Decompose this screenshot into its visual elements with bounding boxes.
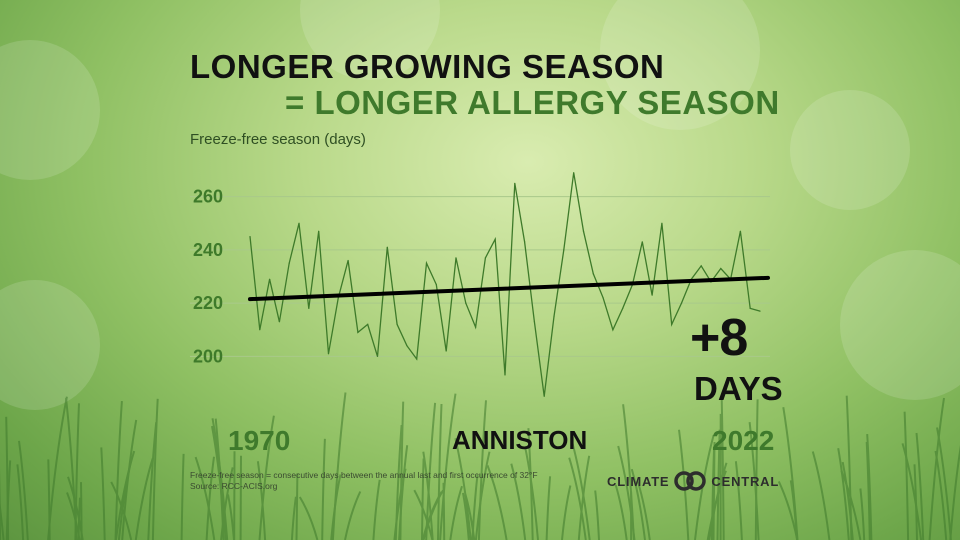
data-point <box>739 230 741 232</box>
change-unit: DAYS <box>694 370 783 407</box>
y-tick-label: 240 <box>193 240 223 260</box>
data-point <box>514 182 516 184</box>
data-point <box>288 262 290 264</box>
data-point <box>259 329 261 331</box>
data-point <box>592 273 594 275</box>
data-point <box>327 353 330 355</box>
data-point <box>504 374 506 376</box>
x-end-year: 2022 <box>712 425 775 456</box>
data-point <box>367 323 369 326</box>
data-point <box>318 230 320 232</box>
change-value: +8 <box>690 309 748 367</box>
data-point <box>671 323 673 326</box>
x-start-year: 1970 <box>228 425 291 456</box>
data-point <box>582 230 585 232</box>
freeze-free-season-line <box>249 172 761 397</box>
y-tick-label: 260 <box>193 187 223 207</box>
data-point <box>435 283 437 286</box>
data-point <box>533 321 536 323</box>
footnote-source: Source: RCC-ACIS.org <box>190 481 278 491</box>
data-point <box>425 262 428 264</box>
title-line-1: LONGER GROWING SEASON <box>190 48 665 85</box>
data-point <box>484 257 486 259</box>
brand-text-right: CENTRAL <box>711 473 780 489</box>
data-point <box>416 358 418 360</box>
data-point <box>563 249 565 251</box>
location-label: ANNISTON <box>452 425 588 455</box>
data-point <box>474 326 477 328</box>
data-point <box>357 331 359 334</box>
data-point <box>641 241 643 243</box>
footnote: Freeze-free season = consecutive days be… <box>190 470 538 492</box>
data-point <box>249 235 251 238</box>
data-point <box>445 350 447 352</box>
data-point <box>661 222 663 224</box>
y-tick-label: 200 <box>193 346 223 366</box>
data-point <box>720 267 722 270</box>
brand-rings-icon <box>674 471 707 491</box>
data-point <box>700 265 702 267</box>
data-point <box>278 321 281 323</box>
data-point <box>612 329 614 331</box>
data-point <box>680 302 683 304</box>
data-point <box>298 222 300 224</box>
data-point <box>376 355 379 357</box>
data-point <box>553 315 555 318</box>
trend-line <box>248 275 770 302</box>
data-point <box>602 297 604 299</box>
data-point <box>622 307 624 310</box>
data-point <box>651 294 653 296</box>
data-point <box>494 238 496 240</box>
data-point <box>406 345 408 347</box>
data-point <box>269 278 271 280</box>
data-point <box>573 172 575 174</box>
data-point <box>524 241 526 243</box>
footnote-definition: Freeze-free season = consecutive days be… <box>190 470 538 480</box>
data-point <box>465 302 467 304</box>
data-point <box>543 395 545 397</box>
data-point <box>396 323 398 326</box>
brand-text-left: CLIMATE <box>607 473 670 489</box>
data-point <box>308 307 310 310</box>
title-line-2: = LONGER ALLERGY SEASON <box>285 84 780 121</box>
data-point <box>455 257 457 259</box>
data-point <box>347 259 349 262</box>
data-point <box>759 310 761 312</box>
data-point <box>386 246 388 248</box>
climate-central-logo: CLIMATE CENTRAL <box>607 470 779 492</box>
data-point <box>749 307 751 310</box>
y-axis-label: Freeze-free season (days) <box>190 131 366 148</box>
y-tick-label: 220 <box>193 293 223 313</box>
